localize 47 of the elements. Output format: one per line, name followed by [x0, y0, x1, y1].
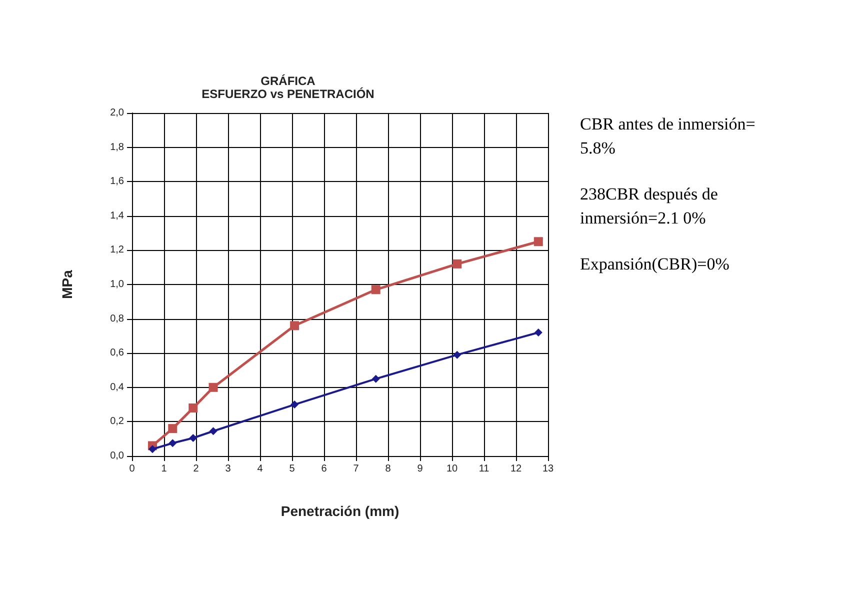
y-tick-label: 0,2	[110, 416, 124, 428]
y-tick-label: 0,6	[110, 348, 124, 359]
point	[290, 400, 299, 409]
point	[534, 237, 543, 246]
x-tick-label: 5	[289, 464, 296, 474]
chart-subtitle: ESFUERZO vs PENETRACIÓN	[202, 87, 374, 101]
chart-title: GRÁFICA	[260, 74, 316, 88]
point	[452, 259, 462, 268]
point	[188, 403, 198, 412]
point	[148, 445, 156, 454]
y-axis-title: MPa	[59, 270, 75, 299]
point	[453, 350, 462, 359]
x-tick-label: 8	[385, 464, 392, 474]
y-tick-label: 1,4	[110, 210, 124, 222]
y-tick-label: 0,0	[110, 450, 124, 462]
y-tick-label: 1,6	[110, 176, 124, 188]
point	[168, 424, 178, 434]
point	[372, 374, 380, 383]
y-tick-label: 1,0	[110, 279, 124, 290]
x-tick-label: 0	[129, 464, 136, 474]
point	[208, 382, 218, 392]
y-tick-label: 0,4	[110, 382, 124, 393]
text: CBR antes de inmersión= 5.8%	[580, 114, 760, 158]
y-tick-label: 0,8	[110, 313, 124, 324]
x-tick-label: 3	[225, 464, 232, 474]
y-tick-label: 2,0	[110, 108, 124, 118]
x-tick-label: 7	[353, 464, 360, 474]
x-tick-label: 4	[257, 464, 264, 474]
x-tick-label: 6	[321, 464, 328, 474]
x-axis-title: Penetración (mm)	[280, 503, 400, 519]
point	[189, 434, 198, 442]
x-tick-label: 2	[193, 464, 200, 474]
x-tick-label: 1	[161, 464, 168, 474]
point	[371, 285, 380, 294]
x-tick-label: 9	[417, 464, 424, 474]
x-tick-label: 12	[510, 464, 522, 474]
x-tick-label: 13	[542, 464, 554, 474]
x-tick-label: 10	[446, 464, 458, 474]
y-tick-label: 1,2	[110, 244, 124, 256]
point	[534, 328, 542, 337]
y-tick-label: 1,8	[110, 142, 124, 153]
point	[209, 427, 218, 436]
text: 238CBR después de inmersión=2.1 0%	[580, 184, 722, 228]
point	[168, 439, 177, 448]
text: Expansión(CBR)=0%	[580, 254, 730, 274]
x-tick-label: 11	[478, 464, 490, 474]
point	[290, 321, 300, 330]
